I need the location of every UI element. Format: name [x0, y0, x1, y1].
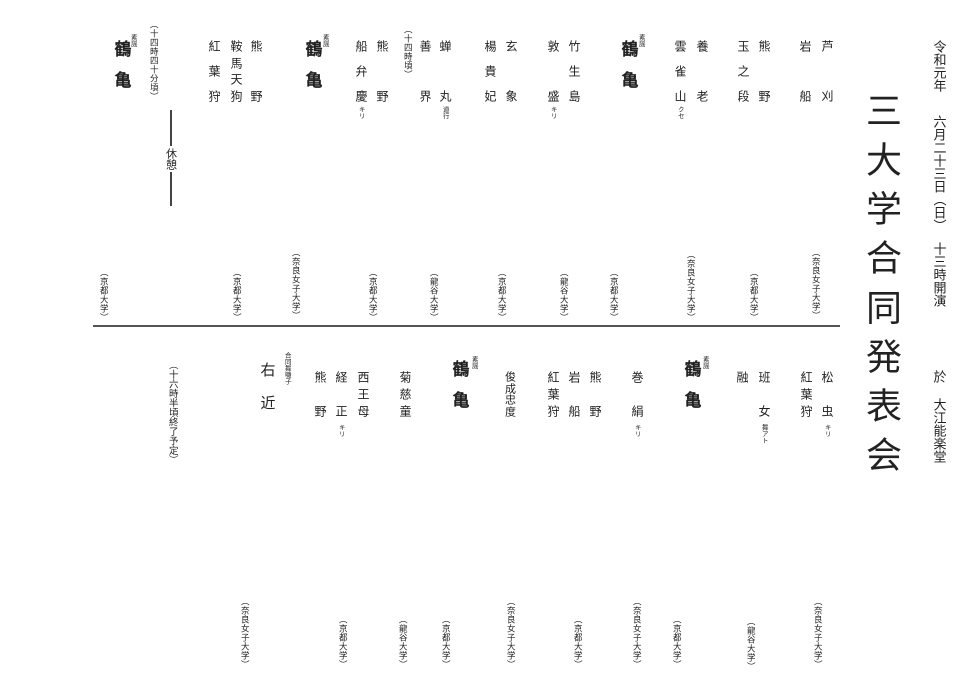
- program-title: 右近: [258, 362, 277, 410]
- program-title: 熊野: [588, 371, 602, 417]
- program-title: 熊野: [757, 40, 771, 102]
- program-title: 楊貴妃: [483, 40, 497, 102]
- program-title: 鶴亀: [301, 40, 322, 88]
- time-note: （十四時四十分頃）: [148, 20, 159, 101]
- affiliation: （龍谷大学）: [745, 617, 756, 671]
- program-note: キリ: [549, 106, 558, 119]
- affiliation: （奈良女子大学）: [290, 248, 301, 320]
- program-title: 紅葉狩: [799, 371, 813, 417]
- program-title: 善界: [418, 40, 432, 102]
- program-title: 岩船: [567, 371, 581, 417]
- venue: 大江能楽堂: [930, 398, 946, 463]
- affiliation: （奈良女子大学）: [812, 597, 823, 669]
- program-title: 船弁慶: [354, 40, 368, 102]
- program-title: 融: [735, 371, 749, 383]
- affiliation: （京都大学）: [671, 615, 682, 669]
- program-title: 芦刈: [820, 40, 834, 102]
- program-title: 鶴亀: [617, 40, 638, 88]
- affiliation: （龍谷大学）: [428, 268, 439, 322]
- program-title: 班女: [757, 371, 771, 417]
- venue-prefix: 於: [930, 370, 946, 383]
- affiliation: （奈良女子大学）: [685, 250, 696, 322]
- affiliation: （京都大学）: [231, 268, 242, 322]
- program-kind: 合同舞囃子: [283, 352, 292, 385]
- era: 令和元年: [930, 40, 946, 92]
- affiliation: （京都大学）: [608, 268, 619, 322]
- program-title: 竹生島: [567, 40, 581, 102]
- affiliation: （奈良女子大学）: [505, 597, 516, 669]
- section-divider: [93, 325, 840, 327]
- program-note: 舞アト: [760, 424, 769, 444]
- end-time-note: （十六時半頃終了予定）: [166, 360, 178, 465]
- program-kind: 素謡: [470, 356, 479, 369]
- affiliation: （奈良女子大学）: [239, 597, 250, 669]
- start-time: 十三時開演: [930, 242, 946, 307]
- break-line: [170, 172, 172, 206]
- affiliation: （京都大学）: [440, 615, 451, 669]
- program-title: 菊慈童: [398, 371, 412, 417]
- program-note: キリ: [357, 106, 366, 119]
- program-title: 紅葉狩: [207, 40, 221, 102]
- affiliation: （京都大学）: [748, 268, 759, 322]
- program-kind: 素謡: [701, 356, 710, 369]
- program-note: キリ: [823, 424, 832, 437]
- program-title: 岩船: [798, 40, 812, 102]
- break-label: 休憩: [164, 148, 178, 170]
- affiliation: （龍谷大学）: [558, 268, 569, 322]
- program-kind: 素謡: [129, 34, 138, 47]
- program-title: 雲雀山: [673, 40, 687, 102]
- program-title: 俊成忠度: [503, 371, 517, 417]
- program-note: 道行: [441, 106, 450, 119]
- program-title: 熊野: [313, 371, 327, 417]
- time-note: （十四時頃）: [402, 25, 413, 79]
- program-title: 熊野: [375, 40, 389, 102]
- affiliation: （奈良女子大学）: [631, 597, 642, 669]
- program-title: 鞍馬天狗: [229, 40, 243, 102]
- program-title: 鶴亀: [680, 360, 701, 408]
- affiliation: （龍谷大学）: [397, 615, 408, 669]
- performance-date: 六月二十三日（日）: [930, 115, 946, 232]
- affiliation: （京都大学）: [496, 268, 507, 322]
- program-title: 松虫: [820, 371, 834, 417]
- program-title: 養老: [695, 40, 709, 102]
- page-title: 三大学合同発表会: [860, 92, 901, 472]
- affiliation: （京都大学）: [337, 615, 348, 669]
- program-title: 蝉丸: [438, 40, 452, 102]
- program-title: 敦盛: [546, 40, 560, 102]
- affiliation: （京都大学）: [367, 268, 378, 322]
- program-title: 玄象: [504, 40, 518, 102]
- program-title: 経正: [334, 371, 348, 417]
- program-title: 熊野: [249, 40, 263, 102]
- break-line: [170, 110, 172, 146]
- program-title: 巻絹: [630, 371, 644, 417]
- affiliation: （奈良女子大学）: [810, 248, 821, 320]
- program-kind: 素謡: [321, 34, 330, 47]
- program-note: キリ: [337, 424, 346, 437]
- program-note: キリ: [633, 424, 642, 437]
- program-title: 鶴亀: [448, 360, 469, 408]
- program-title: 鶴亀: [110, 40, 131, 88]
- program-title: 西王母: [356, 371, 370, 417]
- program-title: 紅葉狩: [546, 371, 560, 417]
- affiliation: （京都大学）: [98, 268, 109, 322]
- program-title: 玉之段: [736, 40, 750, 102]
- program-kind: 素謡: [637, 34, 646, 47]
- program-note: クセ: [676, 106, 685, 119]
- affiliation: （京都大学）: [572, 615, 583, 669]
